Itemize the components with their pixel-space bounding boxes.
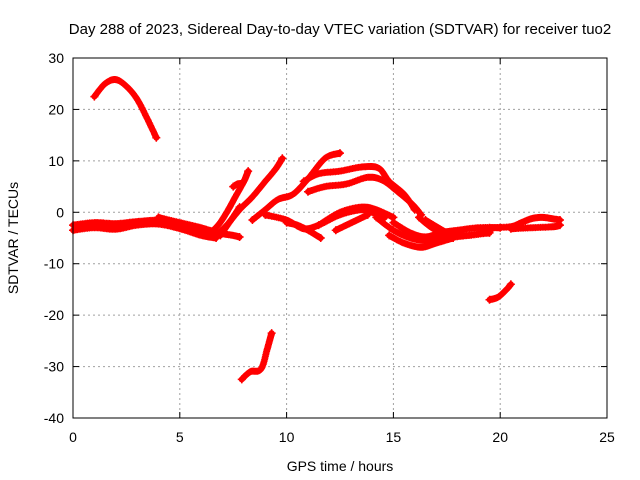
data-point	[216, 231, 225, 240]
data-point	[385, 231, 394, 240]
y-tick-label: 20	[48, 101, 64, 117]
x-axis-label: GPS time / hours	[287, 458, 394, 474]
data-point	[299, 177, 308, 186]
data-point	[442, 228, 451, 237]
series-late-segment	[485, 280, 515, 304]
data-point	[363, 210, 372, 219]
data-point	[154, 213, 163, 222]
data-point	[248, 216, 257, 224]
series-low-arc	[237, 329, 276, 384]
data-point	[303, 187, 312, 196]
grid-layer	[73, 58, 607, 418]
data-point	[90, 92, 99, 101]
series-end-baseline-b	[506, 221, 565, 233]
series-late-arc-d	[385, 231, 458, 251]
series-mid-wave-2	[314, 203, 398, 230]
data-point	[282, 218, 291, 227]
data-point	[506, 224, 515, 233]
series-markers	[238, 329, 276, 383]
y-tick-label: -30	[44, 359, 64, 375]
x-tick-label: 10	[279, 429, 295, 445]
x-tick-label: 25	[599, 429, 615, 445]
y-tick-label: 0	[56, 204, 64, 220]
chart-title: Day 288 of 2023, Sidereal Day-to-day VTE…	[69, 21, 611, 38]
data-point	[336, 149, 344, 158]
data-point	[237, 375, 246, 384]
data-point	[506, 280, 515, 289]
data-point	[389, 218, 398, 227]
data-point	[421, 216, 430, 224]
x-tick-label: 5	[176, 429, 184, 445]
data-point	[237, 179, 246, 188]
series-early-high-arc	[90, 76, 161, 142]
data-point	[152, 133, 161, 142]
data-point	[261, 210, 270, 219]
data-point	[278, 154, 287, 163]
series-blip	[229, 179, 246, 191]
x-tick-label: 20	[492, 429, 508, 445]
series-late-arc-e	[421, 216, 451, 237]
y-tick-label: -10	[44, 256, 64, 272]
series-dip-a	[282, 218, 325, 242]
data-point	[203, 231, 212, 240]
series-dip-b	[331, 210, 372, 235]
series-layer	[69, 76, 565, 384]
data-point	[244, 167, 253, 176]
data-point	[235, 232, 244, 241]
x-tick-label: 0	[69, 429, 77, 445]
y-tick-label: -20	[44, 307, 64, 323]
data-point	[229, 182, 238, 191]
data-point	[485, 223, 494, 232]
data-point	[331, 226, 340, 235]
x-tick-label: 15	[386, 429, 402, 445]
data-point	[372, 213, 381, 222]
plot-frame	[72, 57, 608, 419]
y-axis-label: SDTVAR / TECUs	[5, 182, 21, 294]
series-mid-arc-lower	[303, 173, 426, 219]
data-point	[235, 203, 244, 212]
y-tick-label: 10	[48, 153, 64, 169]
series-markers	[90, 76, 160, 142]
data-point	[485, 295, 494, 304]
y-tick-label: -40	[44, 410, 64, 426]
data-point	[267, 329, 276, 338]
data-point	[415, 213, 424, 222]
y-tick-label: 30	[48, 50, 64, 66]
data-point	[556, 221, 565, 230]
data-point	[314, 221, 323, 230]
series-rise-c	[216, 203, 244, 240]
tick-layer: 0 5 10 15 20 25 -40 -30 -20 -10 0 10 20 30	[44, 50, 615, 445]
data-point	[316, 234, 325, 242]
series-rise-a	[203, 167, 253, 240]
data-point	[449, 234, 458, 242]
